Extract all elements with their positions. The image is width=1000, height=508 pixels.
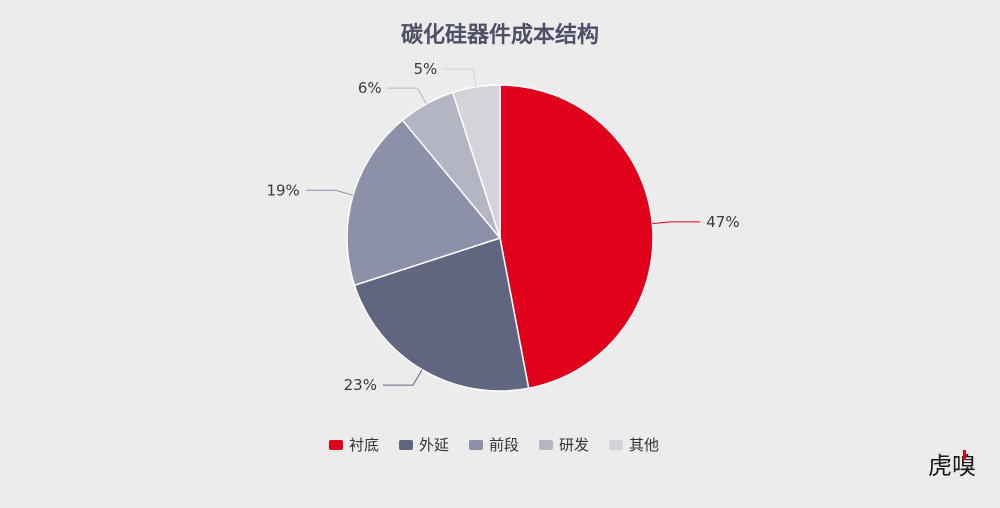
legend-swatch-2 xyxy=(399,440,413,450)
legend-item-4: 研发 xyxy=(539,436,589,454)
pie-slices xyxy=(346,84,654,392)
legend: 衬底 外延 前段 研发 其他 xyxy=(329,436,659,454)
legend-item-1: 衬底 xyxy=(329,436,379,454)
watermark-text: 虎嗅 xyxy=(928,452,976,480)
legend-item-5: 其他 xyxy=(609,436,659,454)
leader-line-2 xyxy=(382,369,423,386)
chart-title: 碳化硅器件成本结构 xyxy=(401,22,599,48)
legend-label-5: 其他 xyxy=(629,436,659,454)
watermark-logo: 虎嗅 xyxy=(928,450,976,480)
leader-line-4 xyxy=(387,87,427,105)
watermark-accent xyxy=(963,450,966,460)
legend-swatch-5 xyxy=(609,440,623,450)
percent-label-4: 6% xyxy=(358,79,382,97)
legend-swatch-4 xyxy=(539,440,553,450)
percent-label-1: 47% xyxy=(706,213,739,231)
legend-swatch-3 xyxy=(469,440,483,450)
legend-item-3: 前段 xyxy=(469,436,519,454)
leader-line-3 xyxy=(305,189,354,196)
pie-slice-1 xyxy=(499,84,654,390)
pie-slice-5 xyxy=(451,84,501,239)
legend-label-1: 衬底 xyxy=(349,436,379,454)
legend-item-2: 外延 xyxy=(399,436,449,454)
legend-label-3: 前段 xyxy=(489,436,519,454)
leader-lines xyxy=(305,68,701,386)
percent-label-2: 23% xyxy=(344,376,377,394)
legend-swatch-1 xyxy=(329,440,343,450)
leader-line-1 xyxy=(652,221,701,225)
percent-label-5: 5% xyxy=(413,60,437,78)
percent-label-3: 19% xyxy=(266,181,299,199)
leader-line-5 xyxy=(443,68,477,87)
legend-label-4: 研发 xyxy=(559,436,589,454)
percentage-labels: 47% 23% 19% 6% 5% xyxy=(266,60,739,394)
legend-label-2: 外延 xyxy=(419,436,449,454)
